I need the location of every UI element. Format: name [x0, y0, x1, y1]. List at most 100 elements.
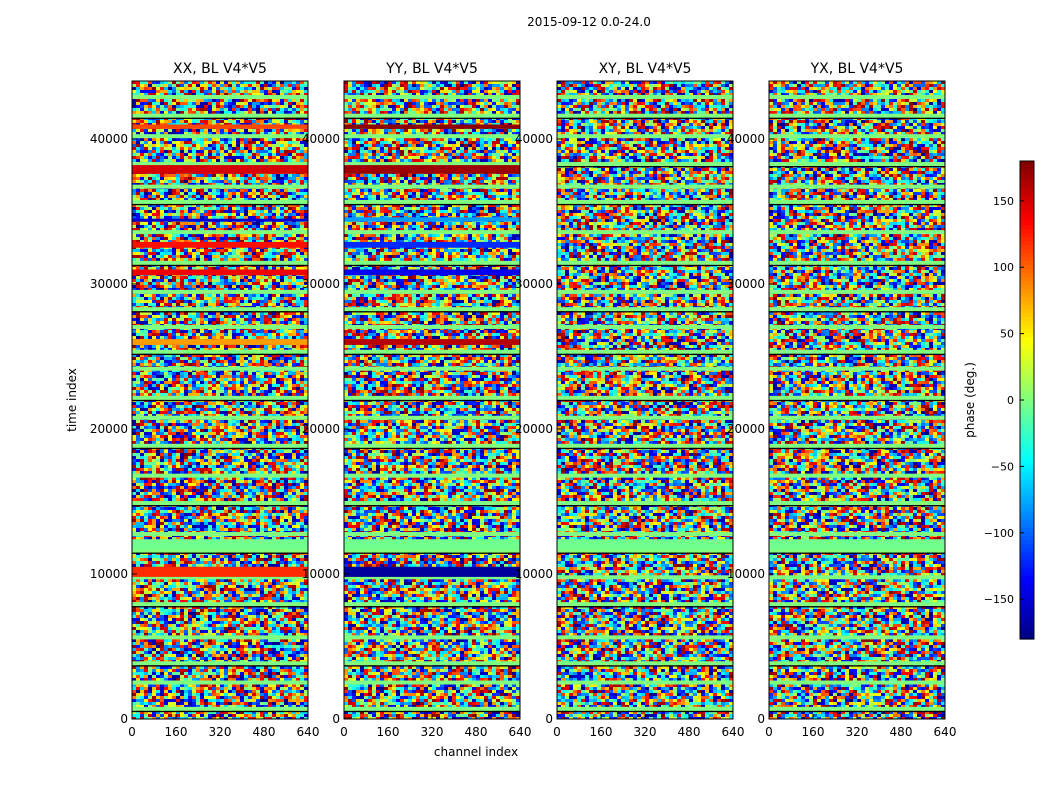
colorbar-segment: [1020, 455, 1034, 461]
flat-row: [344, 260, 520, 265]
x-tick-label: 320: [634, 725, 657, 739]
flat-block: [769, 539, 945, 550]
colorbar-segment: [1020, 168, 1034, 174]
flat-row: [132, 661, 308, 666]
colorbar-segment: [1020, 447, 1034, 453]
flag-line: [769, 505, 945, 507]
flag-line: [344, 710, 520, 713]
flag-line: [132, 203, 308, 206]
colorbar-tick-label: −150: [984, 593, 1014, 606]
flag-line: [557, 606, 733, 608]
colorbar-segment: [1020, 495, 1034, 501]
flat-row: [132, 366, 308, 371]
flat-row: [344, 548, 520, 553]
flat-row: [344, 395, 520, 400]
flat-row: [344, 415, 520, 420]
colorbar-segment: [1020, 180, 1034, 186]
flat-row: [344, 661, 520, 666]
colorbar-segment: [1020, 511, 1034, 517]
flag-line: [769, 552, 945, 554]
flat-row: [769, 443, 945, 448]
flat-row: [769, 532, 945, 537]
colorbar-segment: [1020, 515, 1034, 521]
colorbar-segment: [1020, 264, 1034, 270]
flag-line: [557, 710, 733, 713]
colorbar-segment: [1020, 384, 1034, 389]
colorbar-segment: [1020, 555, 1034, 560]
flat-row: [557, 473, 733, 478]
flat-row: [344, 199, 520, 204]
colorbar-segment: [1020, 623, 1034, 628]
phase-band: [344, 241, 520, 248]
y-axis-label: time index: [65, 368, 79, 432]
colorbar-segment: [1020, 176, 1034, 182]
flag-line: [344, 353, 520, 356]
colorbar-segment: [1020, 611, 1034, 616]
colorbar-tick-label: 100: [993, 261, 1014, 274]
x-tick-label: 640: [934, 725, 957, 739]
flat-row: [132, 289, 308, 294]
x-tick-label: 480: [890, 725, 913, 739]
phase-band: [344, 165, 520, 174]
flag-line: [769, 399, 945, 402]
colorbar-segment: [1020, 184, 1034, 190]
panel-title: YX, BL V4*V5: [810, 61, 904, 77]
colorbar-segment: [1020, 188, 1034, 194]
flat-row: [557, 532, 733, 537]
figure-title: 2015-09-12 0.0-24.0: [527, 15, 651, 29]
flat-row: [132, 230, 308, 235]
colorbar-segment: [1020, 236, 1034, 242]
colorbar-segment: [1020, 336, 1034, 341]
flat-row: [344, 635, 520, 640]
y-tick-label: 40000: [515, 132, 553, 146]
heatmap-panel: YX, BL V4*V5 0 160 320 480 640 0 10000 20000 3000…: [727, 61, 957, 739]
colorbar-segment: [1020, 627, 1034, 632]
y-tick-label: 30000: [515, 277, 553, 291]
y-tick-label: 30000: [90, 277, 128, 291]
flag-line: [344, 606, 520, 608]
flat-row: [769, 602, 945, 607]
flat-row: [769, 289, 945, 294]
colorbar-segment: [1020, 204, 1034, 210]
colorbar-segment: [1020, 164, 1034, 170]
colorbar-segment: [1020, 244, 1034, 250]
colorbar-tick-label: 50: [1000, 328, 1014, 341]
flat-row: [344, 602, 520, 607]
colorbar-segment: [1020, 376, 1034, 381]
flat-row: [557, 443, 733, 448]
colorbar-segment: [1020, 268, 1034, 274]
heatmap-noise: [769, 81, 945, 719]
colorbar-segment: [1020, 256, 1034, 262]
colorbar-segment: [1020, 368, 1034, 373]
x-tick-label: 480: [678, 725, 701, 739]
flat-row: [769, 706, 945, 711]
colorbar-segment: [1020, 487, 1034, 493]
flag-line: [132, 552, 308, 554]
colorbar-segment: [1020, 228, 1034, 234]
colorbar-segment: [1020, 356, 1034, 361]
panel-title: YY, BL V4*V5: [385, 61, 478, 77]
x-tick-label: 160: [377, 725, 400, 739]
phase-band: [132, 339, 308, 345]
flag-line: [557, 399, 733, 402]
flag-line: [769, 203, 945, 206]
flat-row: [132, 575, 308, 580]
flag-line: [769, 353, 945, 356]
y-tick-label: 10000: [515, 567, 553, 581]
colorbar-segment: [1020, 539, 1034, 544]
heatmap-panel: XX, BL V4*V5 0 160 320 480 640 0 10000 20000 3000…: [90, 61, 320, 739]
x-tick-label: 480: [465, 725, 488, 739]
y-tick-label: 10000: [727, 567, 765, 581]
flat-row: [557, 706, 733, 711]
flat-row: [557, 661, 733, 666]
colorbar-segment: [1020, 591, 1034, 596]
flat-row: [557, 349, 733, 354]
colorbar-segment: [1020, 503, 1034, 509]
flag-line: [344, 311, 520, 313]
colorbar-segment: [1020, 332, 1034, 337]
flat-row: [557, 307, 733, 312]
flat-row: [344, 501, 520, 506]
flag-line: [132, 264, 308, 267]
colorbar-label: phase (deg.): [963, 362, 977, 438]
colorbar-segment: [1020, 276, 1034, 282]
